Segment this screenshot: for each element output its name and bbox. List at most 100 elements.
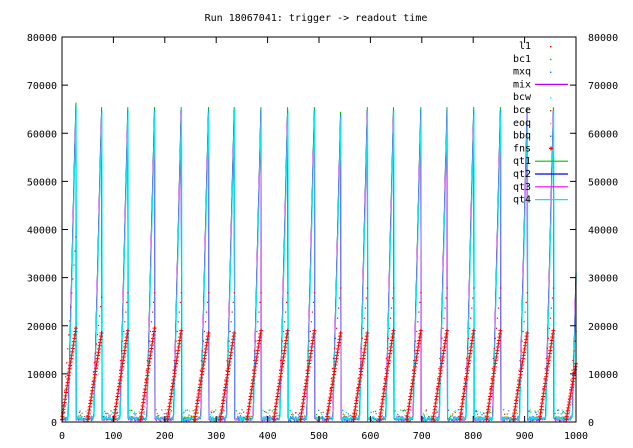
series-l1-point <box>545 357 547 360</box>
series-mxq-point <box>321 415 323 418</box>
series-fns-point <box>363 340 368 345</box>
series-l1-point <box>253 359 255 362</box>
series-bce-point <box>348 415 350 417</box>
series-l1-point <box>497 307 500 309</box>
series-bc1-point <box>408 420 411 422</box>
series-bc1-point <box>345 416 347 418</box>
series-bc1-point <box>292 415 294 417</box>
series-fns-point <box>281 354 286 359</box>
series-fns-point <box>352 407 357 412</box>
series-fns-point <box>165 417 170 422</box>
series-bce-point <box>131 416 133 418</box>
series-fns-point <box>271 417 276 422</box>
series-fns-point <box>389 338 394 343</box>
series-fns-point <box>97 343 102 348</box>
series-l1-point <box>229 330 231 333</box>
series-fns-point <box>547 354 552 359</box>
series-fns-point <box>218 414 223 419</box>
series-fns-point <box>437 378 442 383</box>
series-mxq-point <box>455 418 457 420</box>
series-bce-point <box>504 413 506 415</box>
series-l1-point <box>287 292 289 294</box>
series-fns-point <box>95 356 100 361</box>
series-eoq-point <box>320 418 322 420</box>
series-mxq-point <box>168 414 171 416</box>
series-fns-point <box>172 374 177 379</box>
series-bce-point <box>462 416 464 418</box>
series-mxq-point <box>436 411 438 413</box>
series-fns-point <box>196 395 201 400</box>
series-fns-point <box>172 371 177 376</box>
series-fns-point <box>254 358 259 363</box>
series-bc1-point <box>454 411 456 414</box>
series-fns-point <box>73 329 78 334</box>
series-fns-point <box>410 381 415 386</box>
series-fns-point <box>256 345 261 350</box>
series-fns-point <box>354 401 359 406</box>
series-bcw-point <box>221 411 224 413</box>
series-fns-point <box>408 394 413 399</box>
series-l1-point <box>198 379 200 381</box>
series-eoq-point <box>184 415 186 418</box>
series-fns-point <box>223 385 228 390</box>
series-fns-point <box>538 414 543 419</box>
series-fns-point <box>494 351 499 356</box>
series-bbq-point <box>156 412 158 415</box>
series-bce-point <box>162 419 164 421</box>
series-fns-point <box>489 387 494 392</box>
series-fns-point <box>564 417 569 422</box>
series-fns-point <box>304 378 309 383</box>
series-fns-point <box>519 366 524 371</box>
series-fns-point <box>539 404 544 409</box>
series-fns-point <box>73 326 78 331</box>
series-fns-point <box>359 366 364 371</box>
series-fns-point <box>145 370 150 375</box>
series-fns-point <box>202 356 207 361</box>
series-l1-point <box>525 301 527 303</box>
series-bc1-point <box>560 413 562 415</box>
series-fns-point <box>87 407 92 412</box>
series-bbq-point <box>528 410 530 412</box>
series-mxq-point <box>354 417 357 419</box>
series-bcw-point <box>460 419 463 421</box>
series-fns-point <box>438 371 443 376</box>
series-fns-point <box>382 387 387 392</box>
series-fns-point <box>515 391 520 396</box>
series-bbq-point <box>535 414 538 416</box>
series-l1-point <box>498 297 501 299</box>
series-fns-point <box>97 347 102 352</box>
series-bce-point <box>514 417 517 420</box>
series-l1-point <box>524 311 526 313</box>
series-fns-point <box>431 414 436 419</box>
series-l1-point <box>281 340 284 342</box>
series-l1-point <box>571 369 573 371</box>
series-fns-point <box>85 417 90 422</box>
series-fns-point <box>257 338 262 343</box>
series-eoq-point <box>462 417 465 419</box>
series-fns-point <box>275 391 280 396</box>
series-eoq-point <box>239 412 241 414</box>
series-eoq-point <box>533 419 536 421</box>
series-fns-point <box>310 338 315 343</box>
series-fns-point <box>305 371 310 376</box>
series-bcw-point <box>133 411 136 413</box>
series-l1-point <box>124 321 126 323</box>
series-fns-point <box>486 407 491 412</box>
series-bce-point <box>223 410 225 412</box>
series-fns-point <box>548 345 553 350</box>
series-l1-point <box>463 377 466 380</box>
series-fns-point <box>273 407 278 412</box>
series-bc1-point <box>107 412 109 414</box>
series-fns-point <box>462 384 467 389</box>
series-bc1-point <box>239 415 242 417</box>
series-bbq-point <box>425 410 427 412</box>
series-l1-point <box>167 418 169 420</box>
series-bc1-point <box>435 412 437 414</box>
series-bbq-point <box>342 413 344 415</box>
series-l1-point <box>566 418 568 420</box>
series-fns-point <box>543 381 548 386</box>
series-bcw-point <box>111 411 114 413</box>
series-fns-point <box>302 394 307 399</box>
series-l1-point <box>471 307 473 309</box>
series-l1-point <box>440 347 442 349</box>
